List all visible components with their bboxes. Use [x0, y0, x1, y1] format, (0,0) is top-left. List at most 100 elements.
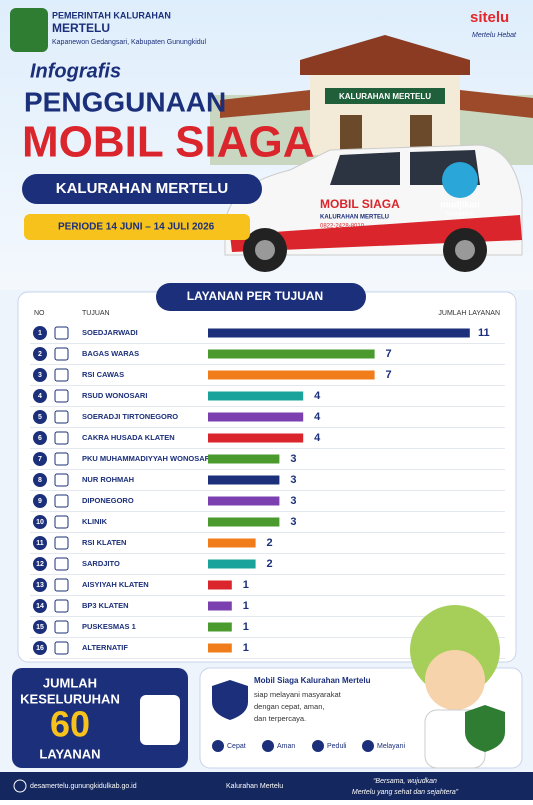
- value-label: 7: [386, 348, 392, 360]
- row-number: 12: [36, 561, 44, 568]
- summary-line1: JUMLAH: [43, 675, 97, 690]
- row-number: 13: [36, 582, 44, 589]
- footer: [0, 772, 533, 800]
- value-label: 11: [478, 327, 490, 339]
- bar: [208, 517, 280, 527]
- row-number: 15: [36, 624, 44, 631]
- category-label: PUSKESMAS 1: [82, 622, 136, 631]
- org-line3: Kapanewon Gedangsari, Kabupaten Gunungki…: [52, 39, 207, 46]
- building-sign: KALURAHAN MERTELU: [339, 92, 431, 101]
- car-phone: 0822-2428-8010: [320, 224, 365, 230]
- row-number: 5: [38, 414, 42, 421]
- category-label: ALTERNATIF: [82, 643, 128, 652]
- value-label: 7: [386, 369, 392, 381]
- category-label: SOERADJI TIRTONEGORO: [82, 412, 178, 421]
- row-number: 2: [38, 351, 42, 358]
- bar: [208, 496, 280, 506]
- hospital-icon: [54, 368, 69, 382]
- col-value: JUMLAH LAYANAN: [438, 310, 500, 317]
- number-badge: [33, 494, 47, 508]
- value-label: 3: [290, 516, 296, 528]
- number-badge: [33, 368, 47, 382]
- number-badge: [33, 431, 47, 445]
- value-label: 4: [314, 411, 321, 423]
- hospital-icon: [54, 557, 69, 571]
- row-number: 6: [38, 435, 42, 442]
- value-label: 1: [243, 642, 249, 654]
- category-label: KLINIK: [82, 517, 108, 526]
- title-line1: PENGGUNAAN: [24, 86, 226, 117]
- building: [210, 35, 533, 165]
- footer-quote1: “Bersama, wujudkan: [373, 778, 437, 785]
- footer-social: Kalurahan Mertelu: [226, 783, 283, 790]
- badge-icon: [262, 740, 274, 752]
- value-label: 1: [243, 600, 249, 612]
- bar: [208, 601, 232, 611]
- info-line: dan terpercaya.: [254, 714, 306, 723]
- value-label: 2: [267, 537, 273, 549]
- category-label: RSI CAWAS: [82, 370, 124, 379]
- bar: [208, 412, 304, 422]
- bar: [208, 391, 304, 401]
- title-line2: MOBIL SIAGA: [22, 118, 315, 167]
- number-badge: [33, 473, 47, 487]
- badge-label: Melayani: [377, 743, 405, 750]
- row-number: 4: [38, 393, 42, 400]
- value-label: 3: [290, 453, 296, 465]
- badge-icon: [212, 740, 224, 752]
- logo: [10, 8, 48, 52]
- value-label: 4: [314, 432, 321, 444]
- badge-label: Aman: [277, 743, 295, 750]
- category-label: AISYIYAH KLATEN: [82, 580, 149, 589]
- badge-icon: [312, 740, 324, 752]
- org-line2: MERTELU: [52, 21, 110, 35]
- number-badge: [33, 410, 47, 424]
- number-badge: [33, 452, 47, 466]
- hospital-icon: [54, 641, 69, 655]
- number-badge: [33, 620, 47, 634]
- row-number: 16: [36, 645, 44, 652]
- category-label: RSUD WONOSARI: [82, 391, 147, 400]
- badge-label: Cepat: [227, 743, 246, 750]
- subtitle: KALURAHAN MERTELU: [56, 180, 229, 197]
- value-label: 1: [243, 579, 249, 591]
- info-lines: siap melayani masyarakat dengan cepat, am…: [212, 690, 405, 752]
- mascot: [410, 605, 505, 769]
- bar: [208, 538, 256, 548]
- info-line: dengan cepat, aman,: [254, 702, 324, 711]
- hospital-icon: [54, 620, 69, 634]
- car-subtitle: KALURAHAN MERTELU: [320, 215, 389, 221]
- category-label: NUR ROHMAH: [82, 475, 134, 484]
- org-line1: PEMERINTAH KALURAHAN: [52, 10, 171, 20]
- value-label: 4: [314, 390, 321, 402]
- badge-icon: [362, 740, 374, 752]
- hospital-icon: [54, 347, 69, 361]
- bar: [208, 433, 304, 443]
- number-badge: [33, 347, 47, 361]
- value-label: 3: [290, 495, 296, 507]
- category-label: BAGAS WARAS: [82, 349, 139, 358]
- hospital-icon: [54, 452, 69, 466]
- category-label: PKU MUHAMMADIYYAH WONOSARI: [82, 454, 212, 463]
- badge-label: Peduli: [327, 743, 347, 750]
- chart-title: LAYANAN PER TUJUAN: [187, 289, 323, 303]
- info-heading: Mobil Siaga Kalurahan Mertelu: [254, 676, 371, 685]
- value-label: 3: [290, 474, 296, 486]
- row-number: 11: [36, 540, 44, 547]
- value-label: 1: [243, 621, 249, 633]
- bar: [208, 475, 280, 485]
- row-number: 1: [38, 330, 42, 337]
- period: PERIODE 14 JUNI – 14 JULI 2026: [58, 222, 215, 233]
- number-badge: [33, 326, 47, 340]
- bar: [208, 622, 232, 632]
- info-line: siap melayani masyarakat: [254, 690, 342, 699]
- value-label: 2: [267, 558, 273, 570]
- row-number: 8: [38, 477, 42, 484]
- clipboard-icon: [140, 695, 180, 745]
- category-label: RSI KLATEN: [82, 538, 126, 547]
- summary-line2: KESELURUHAN: [20, 691, 120, 706]
- number-badge: [33, 599, 47, 613]
- footer-website: desamertelu.gunungkidulkab.go.id: [30, 783, 137, 790]
- hospital-icon: [54, 389, 69, 403]
